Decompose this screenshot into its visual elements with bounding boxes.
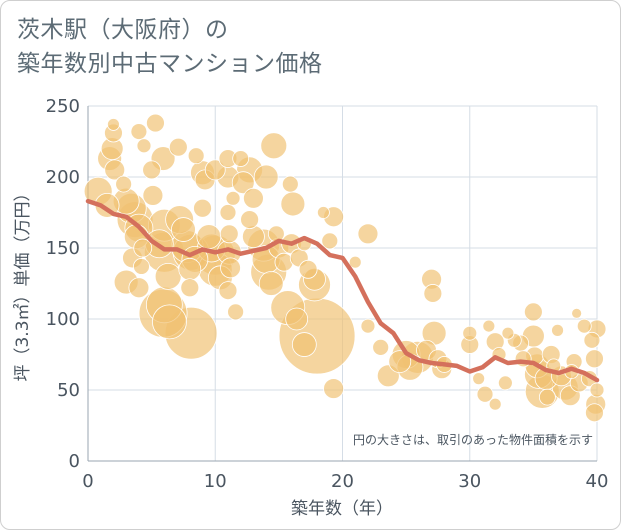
bubble-point [348, 255, 362, 269]
y-tick-label: 250 [46, 96, 80, 117]
bubble-point [178, 257, 202, 281]
x-tick-label: 20 [331, 471, 354, 492]
y-tick-label: 200 [46, 167, 80, 188]
bubble-point [317, 206, 330, 219]
bubble-point [321, 232, 339, 250]
x-tick-label: 40 [586, 471, 609, 492]
bubble-point [523, 302, 543, 322]
title-line-1: 茨木駅（大阪府）の [17, 17, 229, 43]
bubble-layer [83, 113, 607, 423]
bubble-point [154, 262, 182, 290]
bubble-point [168, 137, 188, 157]
bubble-point [501, 326, 515, 340]
bubble-point [280, 191, 306, 217]
bubble-point [218, 281, 238, 301]
chart-title: 茨木駅（大阪府）の 築年数別中古マンション価格 [17, 13, 323, 81]
bubble-point [180, 278, 200, 298]
bubble-point [219, 224, 239, 244]
bubble-point [476, 385, 494, 403]
bubble-point [260, 132, 288, 160]
trend-line [85, 198, 600, 383]
bubble-point [285, 307, 309, 331]
bubble-point [388, 350, 412, 374]
y-tick-label: 100 [46, 309, 80, 330]
bubble-point [372, 338, 390, 356]
tick-labels: 0 50 100 150 200 250 0 10 20 30 40 [46, 96, 609, 492]
bubble-point [462, 325, 478, 341]
bubble-point [107, 118, 120, 131]
bubble-point [242, 225, 265, 249]
bubble-point [585, 403, 604, 423]
bubble-point [243, 187, 264, 209]
bubble-point [171, 217, 196, 242]
bubble-point [482, 319, 496, 333]
bubble-point [258, 271, 284, 296]
bubble-point [142, 160, 162, 180]
bubble-point [291, 332, 317, 357]
bubble-point [133, 238, 153, 258]
bubble-point [357, 223, 379, 245]
x-tick-label: 10 [204, 471, 227, 492]
bubble-point [360, 318, 376, 334]
y-tick-label: 150 [46, 238, 80, 259]
bubble-point [253, 164, 279, 190]
bubble-point [231, 171, 255, 195]
bubble-point [115, 175, 133, 193]
x-axis-title: 築年数（年） [291, 499, 393, 519]
bubble-point [104, 159, 126, 181]
bubble-point [576, 318, 592, 334]
x-tick-label: 30 [458, 471, 481, 492]
bubble-point [193, 198, 212, 218]
y-tick-label: 0 [69, 451, 80, 472]
bubble-point [232, 150, 250, 167]
bubble-point [472, 372, 486, 386]
bubble-point [585, 349, 604, 369]
bubble-point [225, 190, 241, 206]
bubble-point [152, 304, 187, 340]
y-axis-title: 坪（3.3㎡）単価（万円） [13, 184, 33, 381]
bubble-point [227, 303, 245, 321]
x-tick-label: 0 [82, 471, 93, 492]
bubble-point [240, 210, 260, 230]
bubble-point [538, 388, 556, 406]
bubble-point [497, 375, 513, 391]
title-line-2: 築年数別中古マンション価格 [17, 51, 323, 77]
bubble-point [128, 277, 150, 299]
bubble-point [323, 378, 344, 399]
bubble-point [220, 257, 241, 279]
bubble-point [298, 259, 318, 279]
bubble-point [133, 258, 150, 275]
bubble-point [142, 185, 164, 206]
bubble-point [196, 224, 222, 250]
bubble-point [583, 331, 601, 349]
bubble-point [187, 147, 205, 165]
bubble-point [281, 175, 299, 193]
size-note: 円の大きさは、取引のあった物件面積を示す [353, 432, 593, 447]
bubble-point [130, 123, 148, 140]
trend-layer [85, 198, 600, 383]
bubble-point [551, 323, 564, 337]
bubble-point [204, 159, 226, 181]
bubble-point [589, 382, 605, 398]
bubble-point [136, 138, 152, 154]
bubble-point [423, 284, 443, 303]
bubble-point [219, 204, 237, 221]
bubble-point [488, 397, 502, 411]
bubble-point [146, 113, 165, 133]
y-tick-label: 50 [57, 380, 80, 401]
bubble-point [571, 307, 583, 319]
